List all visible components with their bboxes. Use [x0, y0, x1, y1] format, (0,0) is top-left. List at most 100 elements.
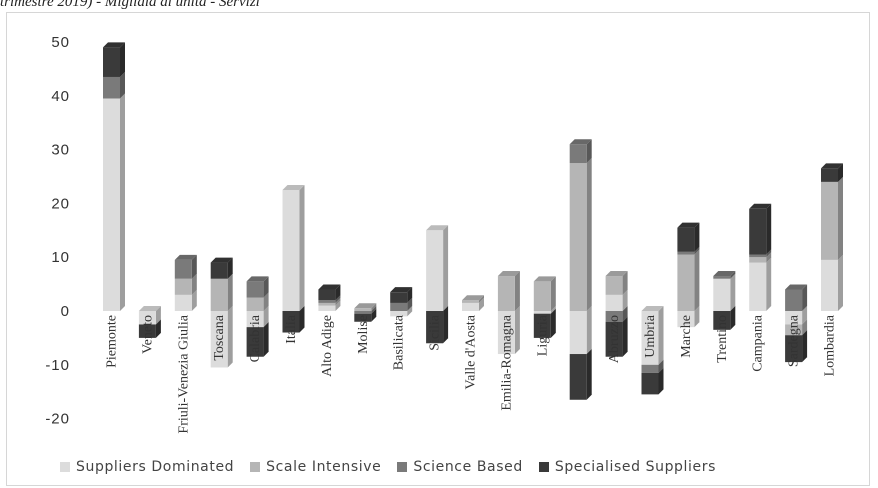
bar-side [371, 306, 377, 314]
category-label: Trentino [715, 315, 730, 363]
bar-segment [821, 181, 838, 260]
bar-segment [318, 300, 336, 303]
category-label: Alto Adige [320, 315, 335, 377]
category-label: Marche [679, 315, 694, 358]
bar-segment [210, 278, 228, 311]
category-label: Italia [284, 314, 299, 344]
bar-side [263, 306, 269, 328]
bar-top [641, 306, 664, 311]
bar-side [838, 254, 843, 311]
bar-side [802, 306, 808, 325]
bar-segment [533, 281, 551, 311]
category-label: Campania [751, 314, 766, 372]
bar-segment [103, 76, 120, 99]
category-label: Basilicata [392, 314, 407, 370]
category-label: Umbria [643, 314, 658, 358]
bar-side [766, 257, 772, 311]
category-label: Sicilia [428, 314, 443, 351]
category-label: Piemonte [105, 315, 120, 368]
bar-segment [785, 289, 803, 311]
category-label: Abruzzo [607, 315, 622, 363]
bar-side [407, 306, 413, 317]
chart-frame [6, 12, 870, 486]
bar-segment [713, 278, 731, 311]
bar-top [210, 257, 233, 263]
bar-segment [677, 254, 695, 311]
y-tick-label: 0 [61, 303, 70, 320]
category-label: Veneto [140, 315, 155, 354]
bar-side [443, 225, 449, 311]
bar-segment [138, 311, 156, 325]
bar-side [227, 257, 233, 279]
y-tick-label: 20 [51, 195, 70, 212]
category-label: Toscana [212, 314, 227, 360]
bar-side [514, 306, 520, 355]
bar-segment [569, 144, 587, 164]
bar-side [191, 254, 197, 279]
bar-side [335, 297, 341, 306]
bar-side [550, 306, 556, 314]
bar-segment [318, 305, 336, 311]
bar-side [263, 292, 269, 311]
bar-segment [103, 98, 120, 312]
bar-side [299, 184, 305, 311]
bar-segment [605, 321, 623, 357]
bar-side [622, 271, 628, 295]
bar-segment [354, 311, 372, 314]
y-tick-label: 30 [51, 142, 70, 159]
legend-item: Suppliers Dominated [60, 459, 234, 475]
bar-segment [605, 311, 623, 322]
legend-swatch [60, 462, 70, 472]
bar-segment [318, 302, 336, 306]
bar-side [766, 203, 772, 255]
bar-segment [174, 259, 192, 279]
chart-title: trimestre 2019) - Migliaia di unità - Se… [0, 0, 260, 10]
bar-top [569, 139, 592, 145]
bar-side [766, 252, 772, 263]
category-label: Valle d'Aosta [464, 314, 479, 389]
legend-label: Suppliers Dominated [76, 459, 235, 475]
y-tick-label: 50 [51, 34, 70, 51]
bar-side [730, 271, 736, 279]
bar-side [191, 289, 197, 311]
bar-side [155, 319, 161, 338]
category-label: Lombardia [823, 314, 838, 376]
bar-top [103, 42, 125, 48]
bar-top [426, 225, 449, 231]
bar-top [749, 203, 772, 209]
bar-side [730, 306, 736, 330]
bar-segment [390, 302, 408, 311]
bar-side [802, 284, 808, 311]
bar-side [120, 42, 125, 77]
bar-side [802, 319, 808, 336]
bar-segment [282, 189, 300, 311]
bar-side [371, 308, 377, 322]
bar-top [390, 287, 413, 293]
bar-top [246, 276, 269, 282]
bar-segment [390, 292, 408, 303]
bar-side [120, 71, 125, 99]
bar-side [838, 176, 843, 260]
legend-swatch [397, 462, 408, 472]
bar-side [155, 306, 161, 325]
bar-segment [749, 257, 767, 263]
bar-top [138, 306, 161, 311]
bar-side [227, 273, 233, 311]
legend-item: Science Based [397, 459, 523, 475]
category-label: Calabria [248, 314, 263, 362]
bar-side [514, 271, 520, 311]
category-label: Emilia-Romagna [499, 314, 514, 410]
bar-side [550, 276, 556, 311]
bar-segment [713, 311, 731, 330]
bar-side [838, 163, 843, 182]
bar-side [263, 322, 269, 357]
bar-side [479, 297, 484, 311]
bar-segment [677, 311, 695, 328]
bar-segment [462, 302, 479, 311]
bar-segment [210, 262, 228, 279]
bar-side [120, 93, 125, 312]
bar-side [694, 222, 700, 252]
bar-segment [497, 311, 515, 355]
bar-segment [641, 372, 659, 395]
bar-top [605, 271, 628, 277]
